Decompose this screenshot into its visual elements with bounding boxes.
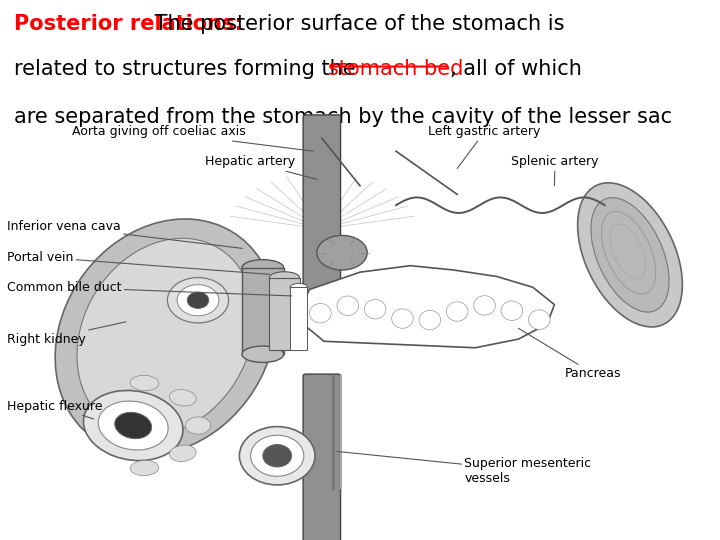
Text: Pancreas: Pancreas <box>518 328 621 380</box>
Ellipse shape <box>130 375 159 390</box>
Text: Hepatic flexure: Hepatic flexure <box>7 400 103 419</box>
Ellipse shape <box>168 278 229 323</box>
Ellipse shape <box>317 235 367 270</box>
Ellipse shape <box>310 303 331 323</box>
FancyBboxPatch shape <box>303 115 341 326</box>
Ellipse shape <box>169 445 197 462</box>
Ellipse shape <box>98 401 168 450</box>
Ellipse shape <box>419 310 441 330</box>
Text: Common bile duct: Common bile duct <box>7 281 292 296</box>
Bar <box>242 268 284 354</box>
Text: Portal vein: Portal vein <box>7 251 269 274</box>
Polygon shape <box>295 266 554 348</box>
Ellipse shape <box>392 309 413 328</box>
Ellipse shape <box>577 183 683 327</box>
Ellipse shape <box>77 238 254 436</box>
Ellipse shape <box>290 284 307 291</box>
Ellipse shape <box>55 219 276 455</box>
Text: Left gastric artery: Left gastric artery <box>428 125 541 168</box>
Bar <box>290 287 307 350</box>
Text: Inferior vena cava: Inferior vena cava <box>7 220 243 248</box>
Text: related to structures forming the: related to structures forming the <box>14 59 363 79</box>
Ellipse shape <box>364 300 386 319</box>
Text: Posterior relations:: Posterior relations: <box>14 14 243 34</box>
Ellipse shape <box>130 461 159 476</box>
Ellipse shape <box>242 260 284 276</box>
Ellipse shape <box>251 435 304 476</box>
Ellipse shape <box>446 302 468 321</box>
Ellipse shape <box>239 427 315 485</box>
Text: Splenic artery: Splenic artery <box>511 156 599 186</box>
Text: Hepatic artery: Hepatic artery <box>205 156 317 179</box>
Text: Aorta giving off coeliac axis: Aorta giving off coeliac axis <box>72 125 313 151</box>
Text: are separated from the stomach by the cavity of the lesser sac: are separated from the stomach by the ca… <box>14 107 672 127</box>
Text: The posterior surface of the stomach is: The posterior surface of the stomach is <box>148 14 564 34</box>
Ellipse shape <box>187 292 209 308</box>
Ellipse shape <box>474 296 495 315</box>
Text: , all of which: , all of which <box>450 59 582 79</box>
Ellipse shape <box>528 310 550 329</box>
Ellipse shape <box>169 389 197 406</box>
Ellipse shape <box>263 444 292 467</box>
Text: stomach bed: stomach bed <box>328 59 463 79</box>
Text: Superior mesenteric
vessels: Superior mesenteric vessels <box>337 451 592 485</box>
Ellipse shape <box>177 285 219 316</box>
Ellipse shape <box>186 417 211 434</box>
Ellipse shape <box>269 272 300 284</box>
Ellipse shape <box>114 413 152 438</box>
Bar <box>269 278 300 350</box>
Ellipse shape <box>337 296 359 315</box>
FancyBboxPatch shape <box>303 374 341 540</box>
Ellipse shape <box>591 198 669 312</box>
Ellipse shape <box>84 390 183 461</box>
Ellipse shape <box>242 346 284 362</box>
Ellipse shape <box>501 301 523 320</box>
Text: Right kidney: Right kidney <box>7 322 126 346</box>
